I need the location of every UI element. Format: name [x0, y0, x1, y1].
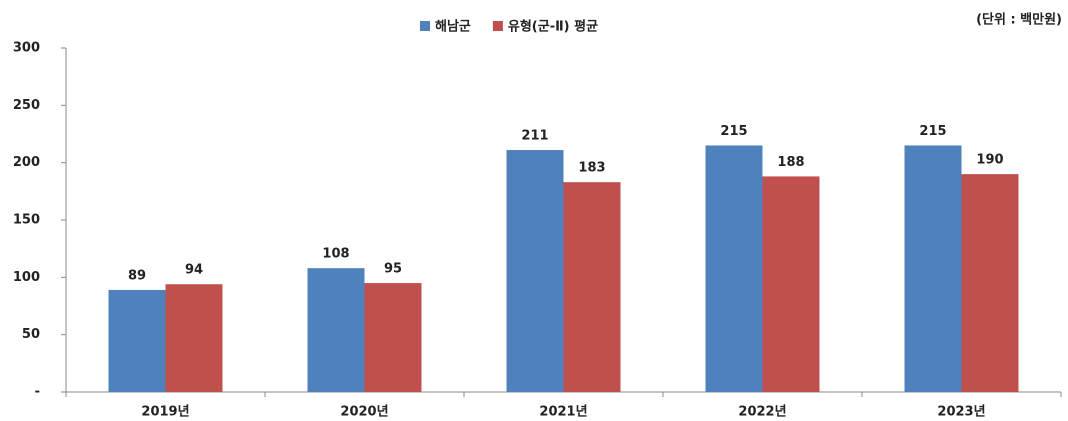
bar — [563, 182, 621, 392]
data-label: 94 — [185, 263, 203, 278]
x-tick-label: 2019년 — [141, 405, 189, 420]
x-tick-label: 2023년 — [937, 405, 985, 420]
data-label: 89 — [128, 268, 146, 283]
bar — [506, 150, 564, 392]
bar — [961, 174, 1019, 392]
x-tick-label: 2022년 — [738, 405, 786, 420]
data-label: 215 — [919, 124, 946, 139]
x-tick-label: 2021년 — [539, 405, 587, 420]
bar — [762, 176, 820, 392]
data-label: 183 — [578, 161, 605, 176]
legend-swatch — [420, 21, 430, 31]
x-tick-label: 2020년 — [340, 405, 388, 420]
legend-label: 유형(군-Ⅱ) 평균 — [508, 19, 598, 35]
legend-swatch — [492, 21, 503, 31]
data-label: 188 — [777, 155, 804, 170]
y-tick-label: 200 — [13, 155, 40, 170]
bar — [307, 268, 365, 392]
bar — [904, 145, 962, 392]
data-label: 190 — [976, 153, 1003, 168]
y-tick-label: 300 — [13, 41, 40, 56]
unit-annotation: (단위 : 백만원) — [976, 12, 1062, 28]
bar — [364, 283, 422, 392]
y-tick-label: 50 — [22, 327, 40, 342]
bar — [705, 145, 763, 392]
y-tick-label: 250 — [13, 98, 40, 113]
y-tick-label: 150 — [13, 213, 40, 228]
data-label: 215 — [720, 124, 747, 139]
y-tick-label: 100 — [13, 270, 40, 285]
bar — [165, 284, 223, 392]
data-label: 95 — [384, 262, 402, 277]
data-label: 108 — [322, 247, 349, 262]
data-label: 211 — [521, 129, 548, 144]
legend-label: 해남군 — [435, 19, 471, 35]
bar — [108, 289, 166, 392]
y-tick-label: - — [35, 385, 40, 400]
